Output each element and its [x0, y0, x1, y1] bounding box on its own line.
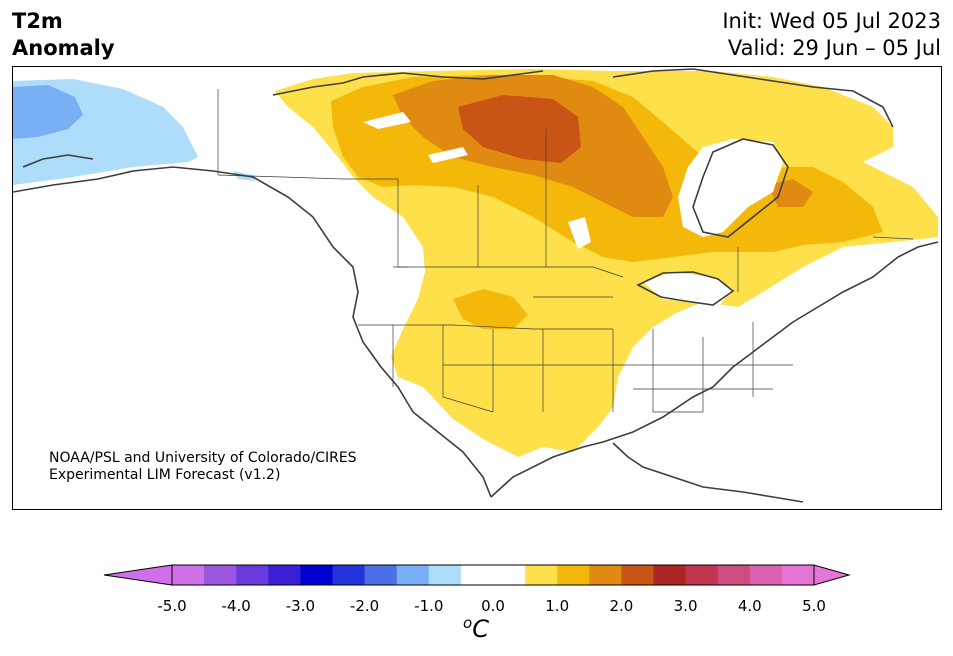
colorbar-cell	[589, 565, 622, 585]
title-line-2: Anomaly	[12, 36, 115, 60]
map-title: T2m Anomaly	[12, 8, 115, 62]
colorbar-cell	[621, 565, 654, 585]
anomaly-map	[12, 66, 942, 510]
credit-line-2: Experimental LIM Forecast (v1.2)	[49, 467, 281, 483]
anomaly-region-pos2-east	[768, 179, 813, 207]
anomaly-region-pos15-central	[453, 289, 528, 329]
colorbar-tick-label: -3.0	[285, 597, 316, 615]
colorbar-cell	[332, 565, 366, 585]
colorbar-cell	[300, 565, 333, 585]
map-subtitle: Init: Wed 05 Jul 2023 Valid: 29 Jun – 05…	[722, 8, 941, 62]
colorbar-cell	[204, 565, 237, 585]
coastlines	[13, 68, 939, 503]
colorbar-cell	[717, 565, 751, 585]
colorbar-unit: oC	[463, 614, 489, 643]
map-credit: NOAA/PSL and University of Colorado/CIRE…	[49, 450, 357, 484]
colorbar-over-arrow	[813, 564, 851, 586]
anomaly-region-neg15	[13, 85, 83, 139]
colorbar-tick-label: 5.0	[802, 597, 826, 615]
map-svg	[13, 68, 939, 503]
init-date: Init: Wed 05 Jul 2023	[722, 9, 941, 33]
colorbar-cell	[428, 565, 462, 585]
colorbar-cell	[460, 565, 494, 585]
colorbar-cell	[557, 565, 590, 585]
colorbar-cell	[172, 565, 205, 585]
colorbar-cell	[781, 565, 815, 585]
colorbar-cell	[685, 565, 719, 585]
colorbar-tick-label: 2.0	[609, 597, 634, 615]
lake-patch	[363, 112, 411, 129]
colorbar-tick-label: -1.0	[414, 597, 444, 615]
title-line-1: T2m	[12, 9, 63, 33]
lake-patch-2	[428, 147, 468, 163]
hudson-bay	[678, 139, 783, 237]
colorbar-tick-label: 4.0	[737, 597, 762, 615]
colorbar-cell	[364, 565, 398, 585]
anomaly-region-pos25	[458, 95, 581, 163]
colorbar-cell	[749, 565, 783, 585]
colorbar-tick-label: -2.0	[349, 597, 380, 615]
colorbar-cell	[525, 565, 558, 585]
colorbar-tick-label: -4.0	[221, 597, 251, 615]
unit-degree: o	[463, 614, 473, 632]
colorbar-cell	[493, 565, 526, 585]
colorbar	[104, 564, 851, 586]
colorbar-cell	[236, 565, 269, 585]
colorbar-tick-label: 3.0	[673, 597, 698, 615]
boundaries	[217, 89, 914, 413]
credit-line-1: NOAA/PSL and University of Colorado/CIRE…	[49, 450, 357, 466]
valid-range: Valid: 29 Jun – 05 Jul	[727, 36, 941, 60]
colorbar-cell	[396, 565, 430, 585]
colorbar-tick-label: 1.0	[545, 597, 570, 615]
lake-patch-3	[568, 217, 591, 249]
colorbar-cell	[268, 565, 301, 585]
colorbar-tick-label: 0.0	[481, 597, 505, 615]
colorbar-cell	[653, 565, 687, 585]
unit-letter: C	[472, 615, 489, 643]
colorbar-frame	[171, 564, 815, 586]
colorbar-cells	[172, 565, 815, 585]
colorbar-tick-label: -5.0	[157, 597, 187, 615]
colorbar-under-arrow	[104, 564, 173, 586]
